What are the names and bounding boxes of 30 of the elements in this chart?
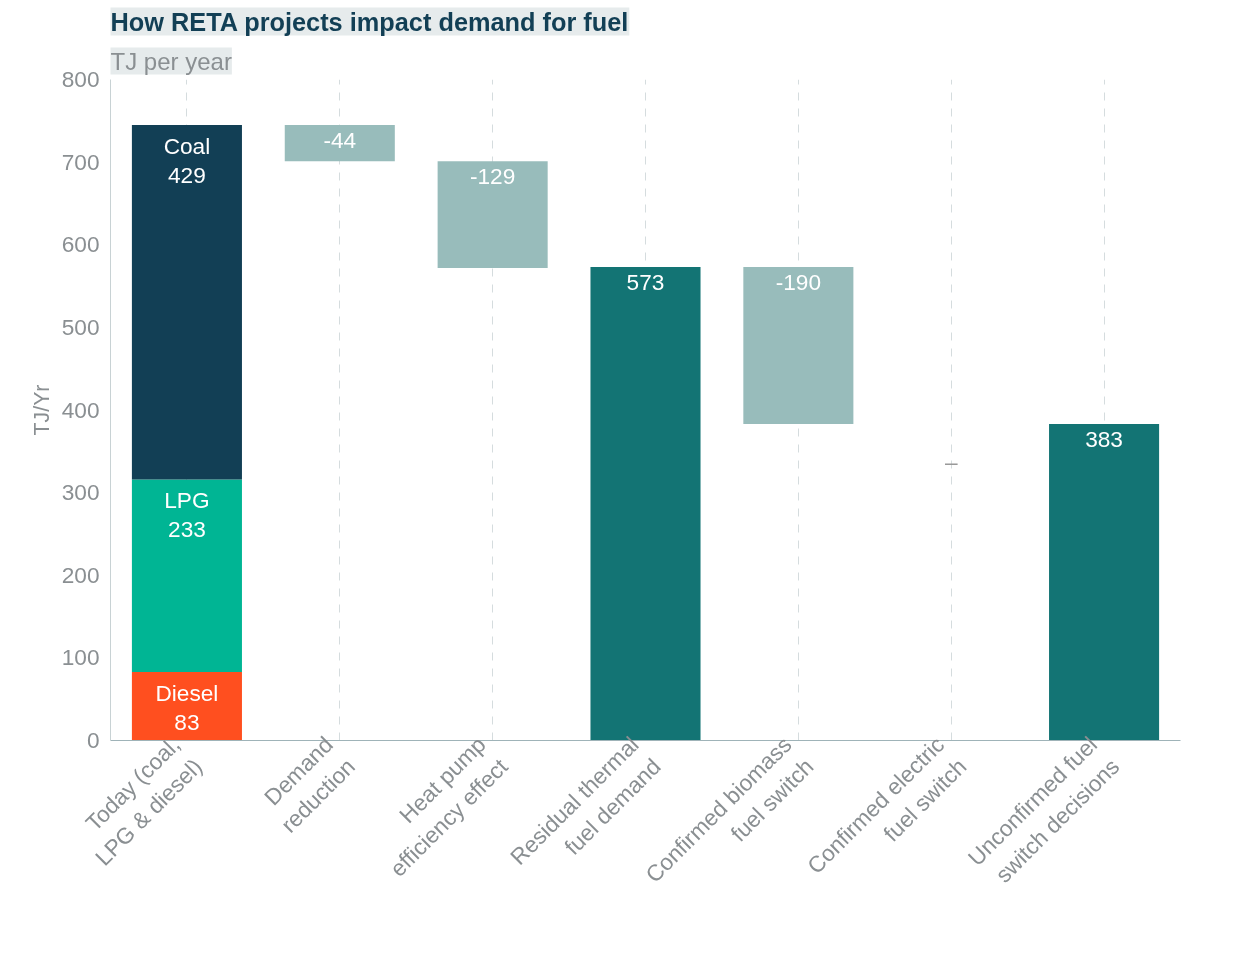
y-tick-label: 0 [86, 727, 100, 753]
chart-subtitle: TJ per year [110, 47, 232, 75]
series-label: LPG [164, 487, 210, 514]
bar [131, 671, 242, 741]
annotation: – [944, 449, 958, 476]
data-label: 383 [1085, 426, 1123, 453]
series-label: Diesel [155, 679, 219, 706]
y-tick-label: 800 [61, 66, 100, 92]
data-label: -190 [775, 269, 822, 296]
series-label: Coal [163, 132, 211, 159]
y-tick-label: 200 [61, 561, 100, 588]
chart-title: How RETA projects impact demand for fuel [110, 7, 629, 36]
data-label: 573 [626, 269, 665, 296]
data-label: -129 [469, 163, 516, 190]
y-tick-label: 400 [61, 396, 100, 423]
y-tick-label: 500 [61, 313, 100, 340]
bar [743, 267, 854, 425]
data-label: 233 [168, 516, 206, 543]
bar [131, 124, 242, 480]
y-tick-label: 300 [61, 479, 100, 506]
data-label: 83 [174, 708, 200, 735]
bar [437, 161, 548, 268]
y-axis-title: TJ/Yr [29, 384, 54, 436]
data-label: -44 [323, 126, 357, 153]
bar [284, 124, 395, 162]
y-tick-label: 100 [61, 644, 100, 671]
bar [131, 479, 242, 672]
data-label: 429 [168, 161, 206, 188]
y-tick-label: 600 [61, 231, 100, 258]
y-tick-label: 700 [61, 148, 100, 175]
